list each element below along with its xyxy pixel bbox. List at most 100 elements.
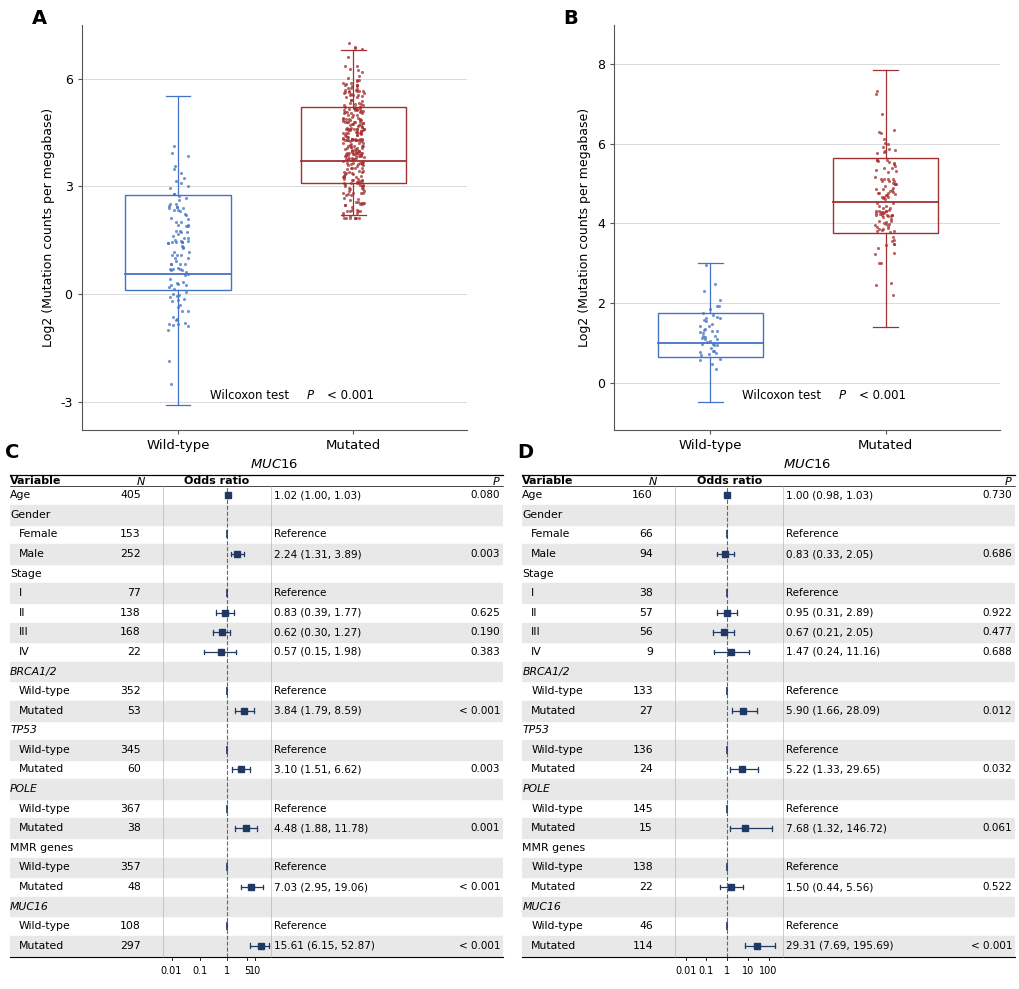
Text: Reference: Reference bbox=[273, 588, 326, 598]
Point bbox=[342, 138, 359, 154]
Point bbox=[180, 244, 197, 260]
Text: 0.1: 0.1 bbox=[698, 966, 713, 976]
Point bbox=[348, 141, 365, 157]
Point bbox=[355, 157, 371, 173]
Point bbox=[341, 87, 358, 103]
Point bbox=[353, 148, 369, 164]
Point bbox=[337, 211, 354, 226]
Point bbox=[875, 171, 892, 187]
Point bbox=[334, 126, 351, 141]
Point bbox=[868, 220, 884, 235]
Point bbox=[343, 92, 360, 108]
Point bbox=[343, 202, 360, 218]
Point bbox=[339, 123, 356, 138]
Point bbox=[348, 124, 365, 139]
Point bbox=[345, 114, 362, 130]
Text: II: II bbox=[531, 608, 537, 618]
Text: $\mathit{P}$: $\mathit{P}$ bbox=[306, 389, 315, 402]
Point bbox=[868, 185, 884, 201]
Point bbox=[176, 229, 193, 245]
Point bbox=[868, 152, 884, 168]
Text: Wild-type: Wild-type bbox=[531, 804, 583, 814]
Point bbox=[883, 207, 900, 223]
Point bbox=[177, 285, 194, 301]
Point bbox=[336, 140, 353, 156]
Point bbox=[337, 188, 354, 204]
Point bbox=[165, 186, 181, 202]
Point bbox=[348, 121, 365, 136]
Point bbox=[697, 314, 713, 329]
Point bbox=[350, 118, 366, 134]
Point bbox=[351, 117, 367, 133]
Point bbox=[346, 141, 363, 157]
Text: $P$: $P$ bbox=[1003, 475, 1012, 487]
Point bbox=[339, 151, 356, 167]
Point bbox=[341, 112, 358, 128]
Text: Stage: Stage bbox=[10, 569, 42, 579]
Point bbox=[348, 158, 365, 174]
Point bbox=[173, 247, 190, 263]
Point bbox=[336, 198, 353, 214]
Point bbox=[179, 178, 196, 194]
Point bbox=[170, 192, 186, 208]
Text: 0.67 (0.21, 2.05): 0.67 (0.21, 2.05) bbox=[785, 627, 872, 637]
Point bbox=[344, 145, 361, 161]
Point bbox=[873, 173, 890, 189]
Point bbox=[179, 267, 196, 283]
Point bbox=[353, 133, 369, 148]
Point bbox=[697, 310, 713, 325]
Point bbox=[334, 110, 351, 126]
Text: 252: 252 bbox=[120, 549, 141, 559]
Point bbox=[174, 239, 191, 255]
Point bbox=[708, 309, 725, 324]
Point bbox=[695, 283, 711, 299]
Point bbox=[352, 177, 368, 193]
Point bbox=[355, 116, 371, 132]
Point bbox=[886, 176, 902, 192]
Point bbox=[884, 245, 901, 261]
Point bbox=[887, 176, 903, 192]
Point bbox=[339, 49, 356, 65]
Point bbox=[169, 226, 185, 242]
Text: Gender: Gender bbox=[10, 510, 50, 520]
Point bbox=[875, 216, 892, 231]
Point bbox=[338, 203, 355, 219]
Point bbox=[886, 235, 902, 251]
Point bbox=[343, 152, 360, 168]
Point bbox=[337, 114, 354, 130]
Point bbox=[705, 337, 721, 353]
Point bbox=[179, 303, 196, 318]
Point bbox=[876, 178, 893, 194]
Point bbox=[335, 175, 352, 191]
Bar bbox=[522, 819, 1014, 838]
Text: 1.02 (1.00, 1.03): 1.02 (1.00, 1.03) bbox=[273, 491, 361, 500]
Text: 38: 38 bbox=[126, 823, 141, 834]
Point bbox=[705, 343, 721, 359]
Point bbox=[351, 142, 367, 158]
Point bbox=[355, 103, 371, 119]
Point bbox=[339, 80, 356, 96]
Point bbox=[354, 172, 370, 188]
Point bbox=[346, 132, 363, 147]
Text: 0.686: 0.686 bbox=[981, 549, 1012, 559]
Point bbox=[886, 123, 902, 138]
Point bbox=[343, 144, 360, 160]
X-axis label: $\mathit{MUC16}$: $\mathit{MUC16}$ bbox=[782, 458, 830, 471]
Point bbox=[166, 243, 182, 259]
Point bbox=[352, 104, 368, 120]
Point bbox=[881, 275, 898, 291]
Point bbox=[355, 154, 371, 170]
Point bbox=[877, 198, 894, 214]
Point bbox=[335, 169, 352, 185]
Text: 0.730: 0.730 bbox=[982, 491, 1012, 500]
Point bbox=[879, 154, 896, 170]
Text: 168: 168 bbox=[120, 627, 141, 637]
Point bbox=[353, 125, 369, 140]
Point bbox=[877, 217, 894, 232]
Point bbox=[348, 83, 365, 99]
Point bbox=[879, 141, 896, 157]
Point bbox=[693, 336, 709, 352]
Point bbox=[338, 89, 355, 105]
Point bbox=[879, 171, 896, 187]
Point bbox=[355, 83, 371, 99]
